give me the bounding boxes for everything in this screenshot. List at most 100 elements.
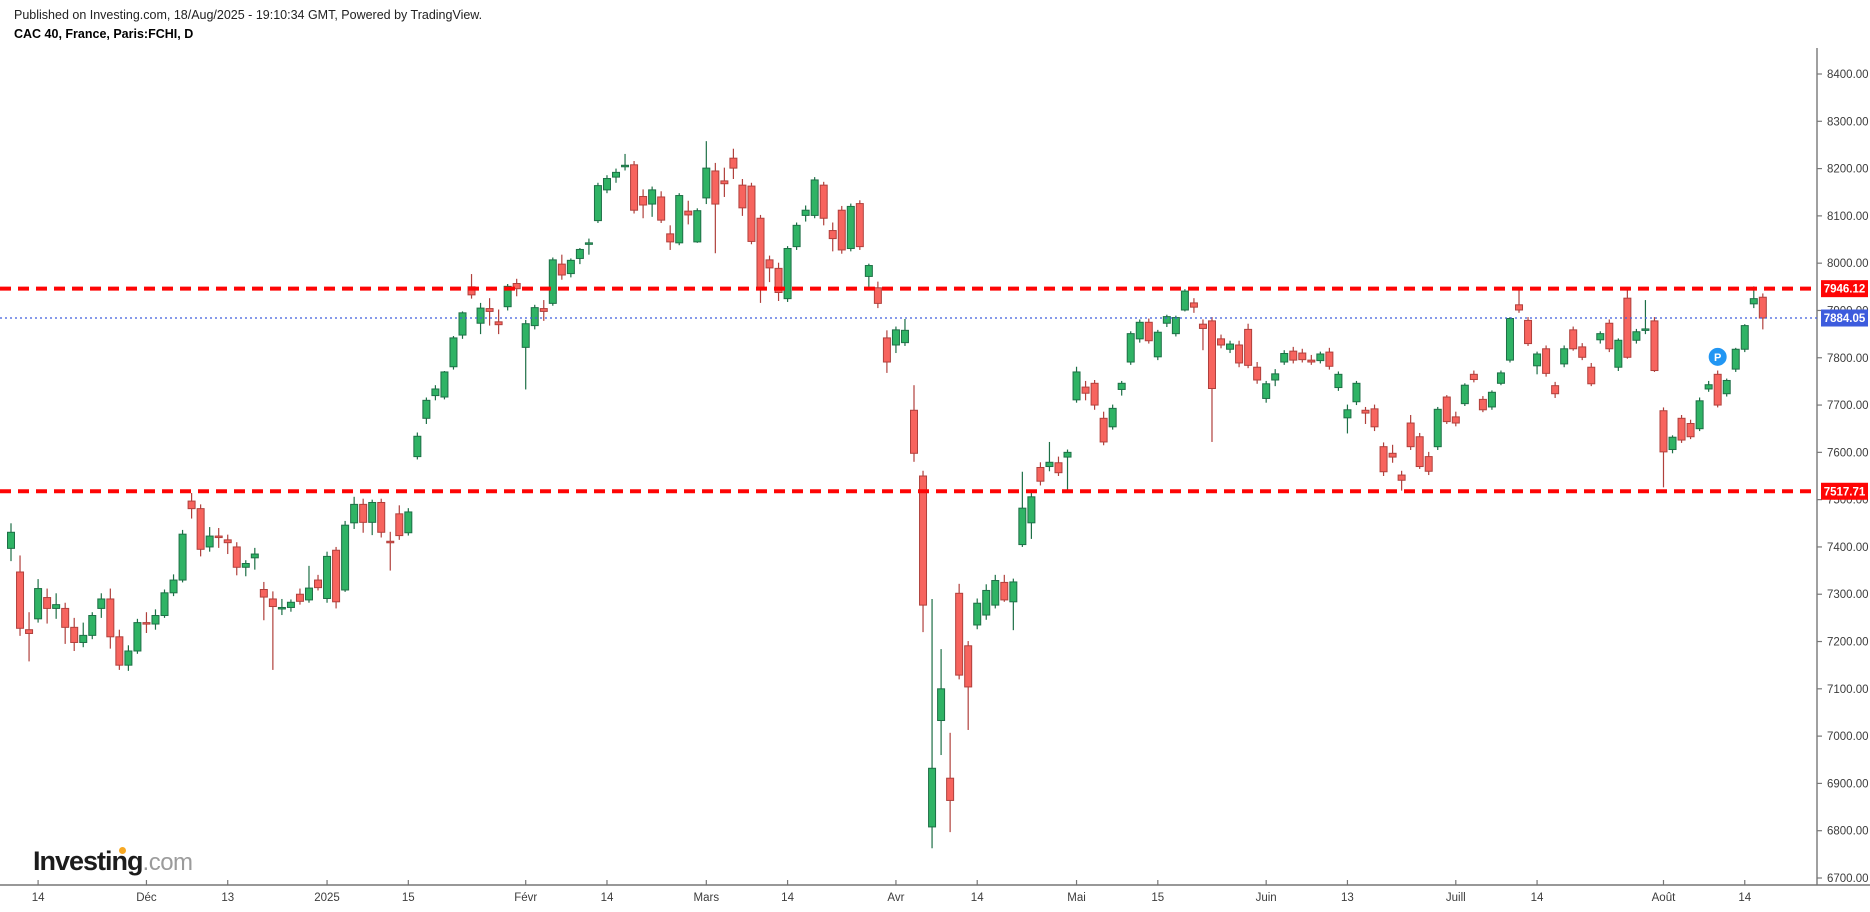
candle-body [341,524,350,591]
candle-body [268,598,277,608]
candle [1099,411,1108,446]
investing-logo: Investing.com [33,846,193,877]
candle [919,470,928,633]
candle-body [846,205,855,250]
candle [43,588,52,624]
candle-body [431,388,440,397]
candle [1704,380,1713,392]
time-tick-label: Mai [1067,892,1086,904]
candle [7,523,15,562]
time-tick-label: 14 [1531,892,1544,904]
candle-body [720,180,729,185]
candle [639,189,648,219]
candle [1262,380,1271,403]
time-tick-label: 14 [781,892,794,904]
candle-body [602,178,611,191]
candle [612,168,621,183]
candle-body [783,248,792,300]
candle [1244,323,1253,369]
candle-body [882,337,891,363]
candle [702,141,711,205]
candle [458,311,467,339]
candle [1596,331,1605,344]
candle-body [675,195,684,244]
candle [25,612,34,662]
candle [648,186,657,217]
candle-body [729,157,738,169]
candle-body [1397,474,1406,481]
candle-body [295,593,304,602]
candle-body [359,503,368,523]
candle [223,534,232,555]
candle-body [684,210,693,216]
candle [1451,411,1460,427]
candle [97,593,106,618]
candle-body [1677,417,1686,441]
candle [1659,407,1668,488]
candle-body [1280,353,1289,363]
candle-body [973,602,982,626]
price-tick-label: 8000.00 [1827,258,1869,270]
candle [1108,404,1117,430]
candle-body [476,307,485,324]
candle [1352,380,1361,406]
candle-body [593,185,602,222]
candle [1677,414,1686,443]
candle-body [693,210,702,243]
candle [1713,370,1722,408]
candle [79,622,88,648]
candle-body [1433,408,1442,448]
candle [1469,370,1478,383]
candle-body [458,312,467,336]
candle [214,528,223,548]
candle-body [1704,384,1713,390]
candle [937,649,946,756]
candle-body [648,189,657,205]
candle-body [1325,351,1334,367]
candle-body [1217,338,1226,346]
candle-body [413,435,422,458]
candle [1289,346,1298,364]
candle [70,617,79,651]
candle [548,257,557,306]
candle-body [1271,373,1280,381]
candle-body [792,224,801,248]
candle-body [61,607,70,628]
candle [1253,362,1262,384]
time-tick-label: Mars [694,892,720,904]
candle [747,182,756,245]
published-line: Published on Investing.com, 18/Aug/2025 … [14,8,483,22]
candle [873,281,882,309]
candle-body [747,185,756,242]
candle [431,385,440,401]
candle [1695,397,1704,432]
candle-body [277,606,286,610]
candle [1334,371,1343,391]
candle [1524,317,1533,346]
candle [1460,383,1469,407]
candle-body [1235,344,1244,364]
event-marker-p-icon: P [1706,345,1729,368]
candle [1650,317,1659,372]
price-tick-label: 8400.00 [1827,69,1869,81]
candle [1180,289,1189,312]
candle-body [187,500,196,510]
candle [332,546,341,609]
candle-body [1117,382,1126,390]
candle [1578,343,1587,361]
candle-body [1406,422,1415,448]
time-tick-label: 14 [971,892,984,904]
candle-body [1081,386,1090,394]
time-tick-label: Août [1652,892,1676,904]
candle [277,598,286,616]
candle-body [1460,384,1469,405]
candle-body [422,399,431,419]
candle [630,161,639,214]
candle [539,300,548,321]
price-tick-label: 7300.00 [1827,589,1869,601]
candle [991,574,1000,609]
candle-body [232,546,241,568]
candle-body [900,329,909,344]
candle-body [1009,581,1018,603]
candle-body [1144,321,1153,342]
